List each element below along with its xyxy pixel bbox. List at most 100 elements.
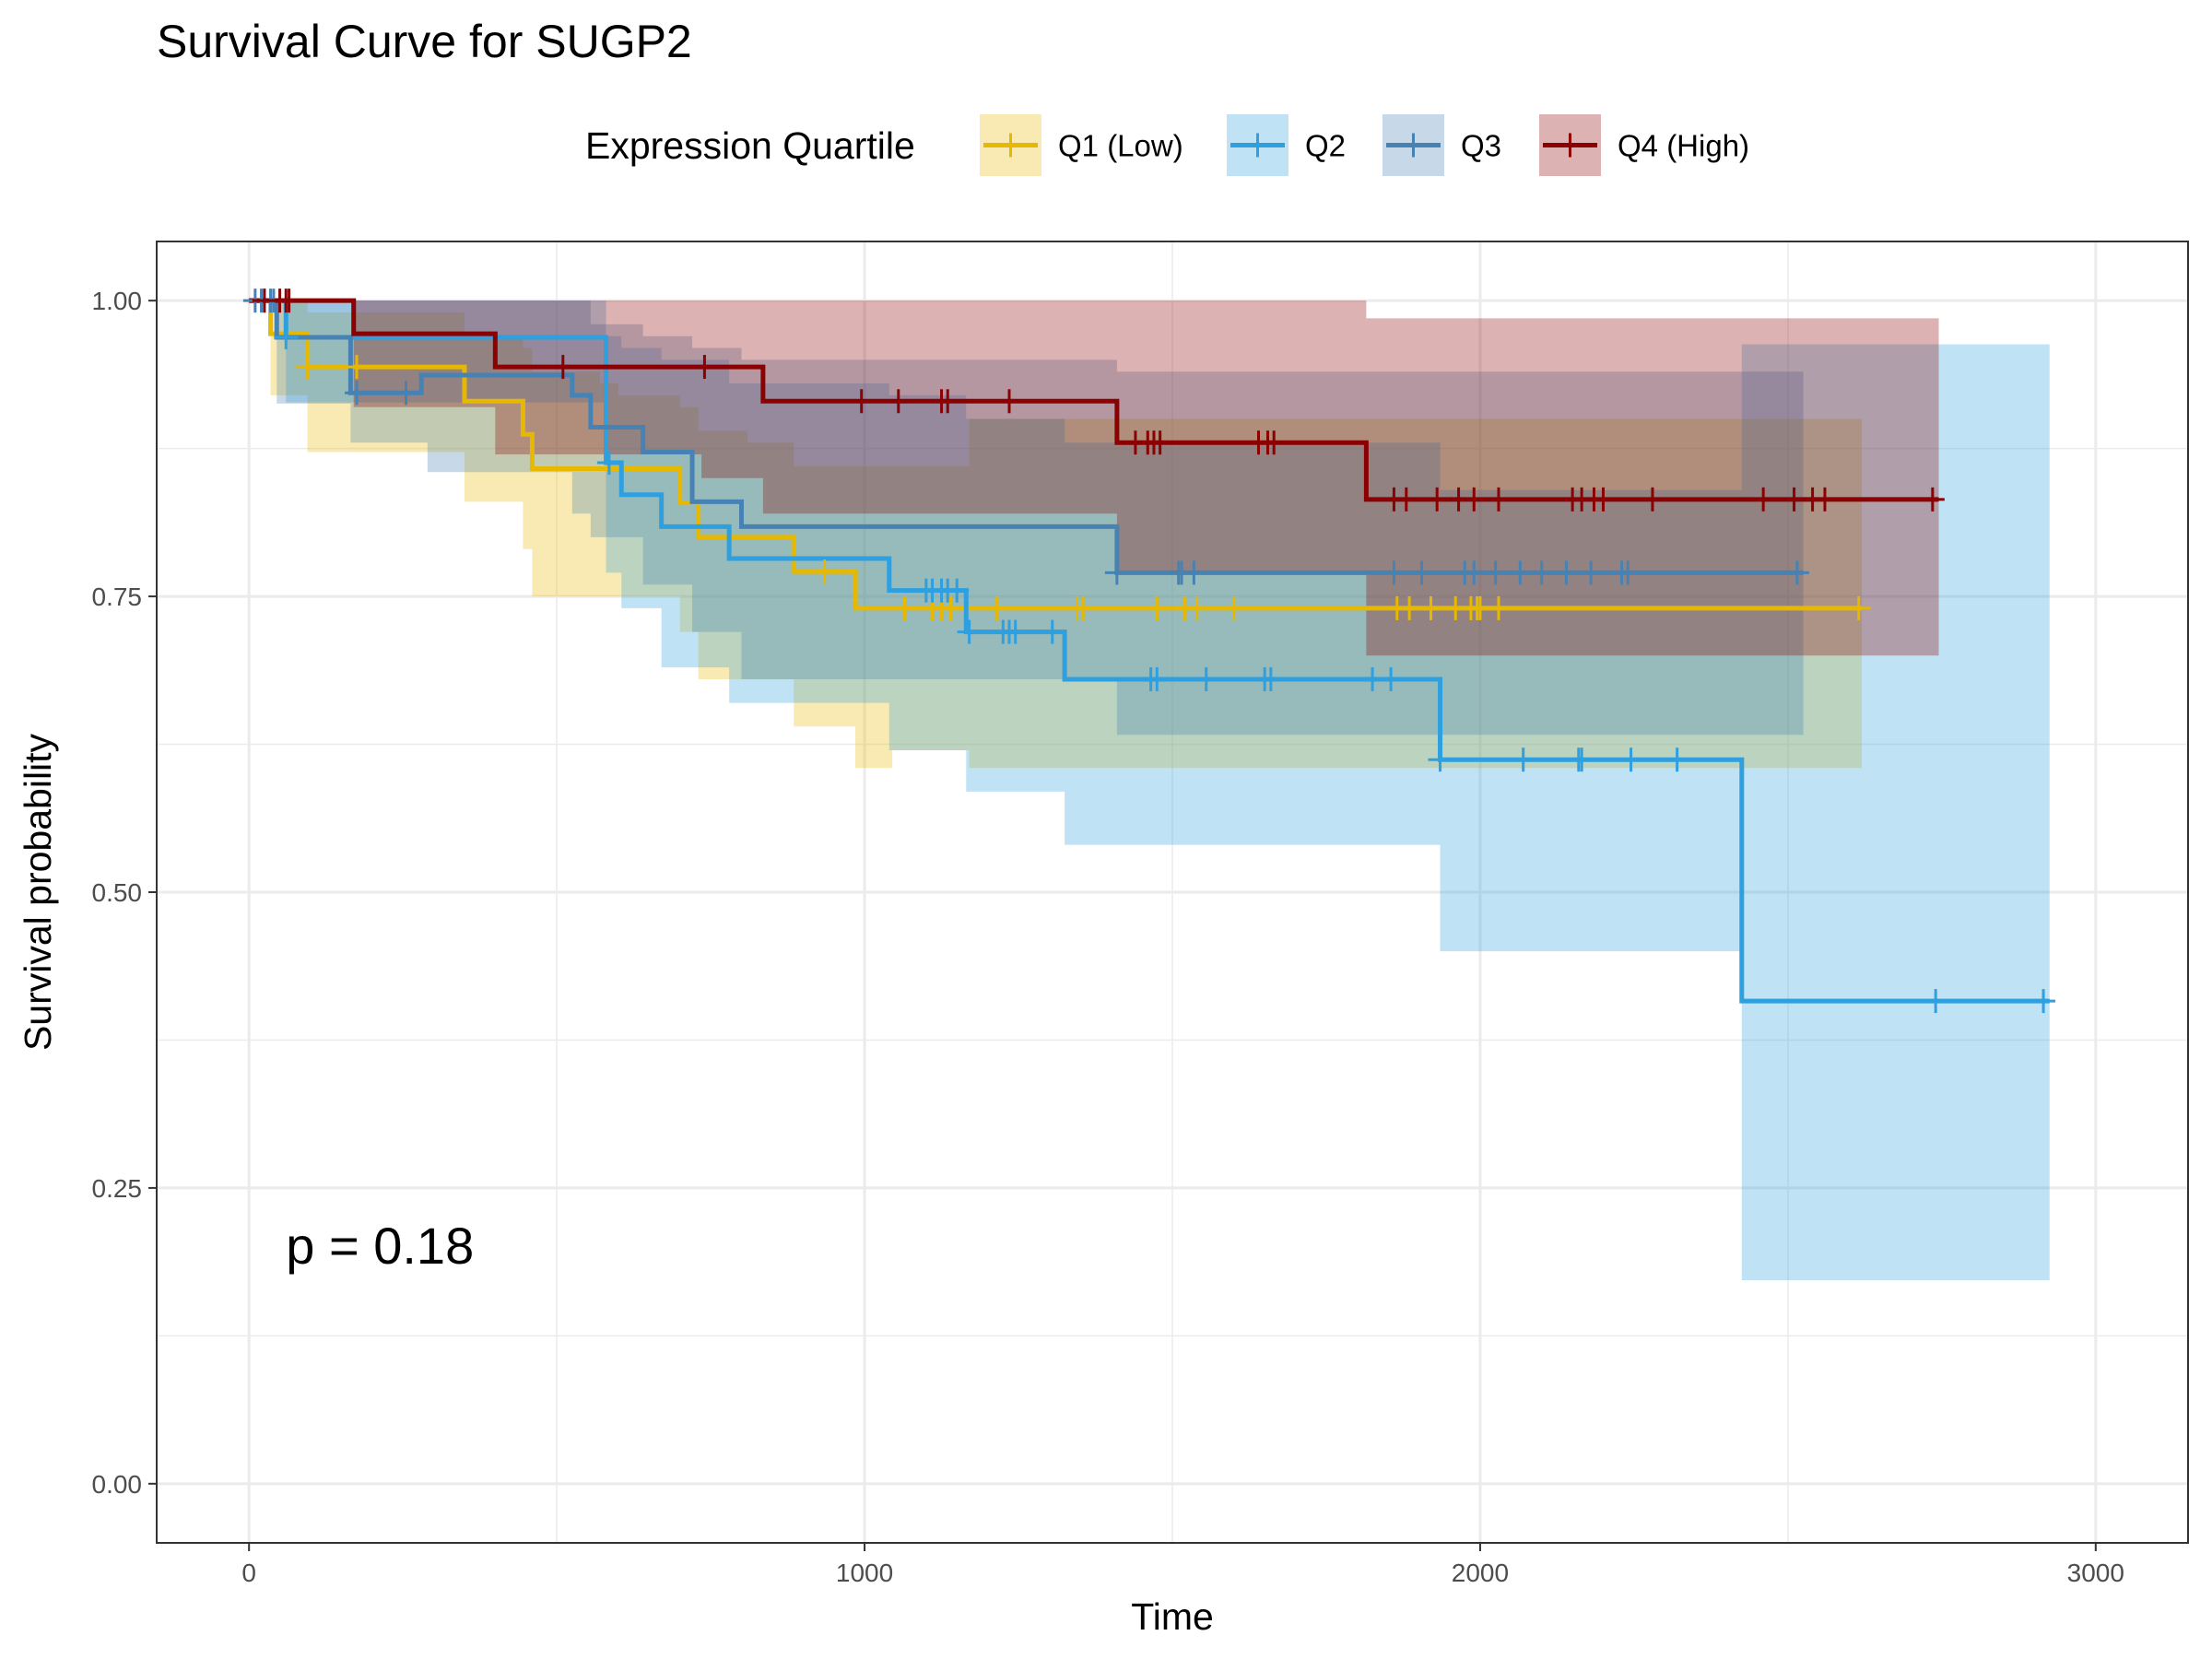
censor-mark-q1-low	[1184, 595, 1209, 620]
censor-mark-q2	[274, 324, 299, 349]
legend-label-q2: Q2	[1305, 129, 1346, 163]
censor-mark-q1-low	[1221, 595, 1246, 620]
x-tick-label: 3000	[2067, 1559, 2124, 1587]
censor-mark-q1-low	[1846, 595, 1871, 620]
censor-mark-q1-low	[1418, 595, 1443, 620]
censor-mark-q3	[1104, 560, 1129, 585]
legend-label-q3: Q3	[1461, 129, 1501, 163]
legend-item-q2: Q2	[1227, 114, 1346, 176]
y-tick-label: 0.50	[92, 878, 143, 907]
censor-mark-q2	[1040, 619, 1065, 644]
censor-mark-q4-high	[886, 389, 911, 414]
censor-mark-q2	[991, 619, 1016, 644]
censor-mark-q4-high	[1262, 430, 1287, 455]
x-tick-label: 0	[241, 1559, 256, 1587]
confidence-bands	[249, 300, 2050, 1281]
censor-mark-q4-high	[1425, 487, 1450, 512]
censor-mark-q4-high	[935, 389, 960, 414]
y-tick-label: 0.75	[92, 582, 143, 611]
legend-label-q4-high: Q4 (High)	[1618, 129, 1749, 163]
censor-mark-q2	[945, 578, 970, 603]
censor-mark-q2	[1511, 747, 1535, 772]
censor-mark-q1-low	[295, 355, 320, 380]
censor-mark-q4-high	[1751, 487, 1776, 512]
censor-mark-q1-low	[1397, 595, 1422, 620]
censor-mark-q2	[2031, 989, 2056, 1014]
ci-band-q2	[249, 300, 2050, 1281]
censor-mark-q4-high	[1486, 487, 1511, 512]
y-tick-label: 0.00	[92, 1470, 143, 1499]
censor-mark-q2	[1145, 666, 1170, 691]
censor-mark-q4-high	[276, 288, 301, 313]
p-value-annotation: p = 0.18	[286, 1217, 474, 1275]
censor-mark-q2	[1665, 747, 1689, 772]
censor-mark-q1-low	[812, 559, 837, 584]
censor-mark-q2	[1924, 989, 1948, 1014]
legend-item-q1-low: Q1 (Low)	[980, 114, 1183, 176]
y-tick-label: 1.00	[92, 287, 143, 315]
censor-mark-q3	[1409, 560, 1434, 585]
x-tick-label: 2000	[1452, 1559, 1509, 1587]
censor-mark-q4-high	[1147, 430, 1172, 455]
censor-mark-q3	[394, 381, 418, 406]
censor-mark-q4-high	[550, 355, 575, 380]
censor-mark-q3	[1508, 560, 1533, 585]
censor-mark-q2	[1194, 666, 1218, 691]
x-axis-title: Time	[1131, 1595, 1214, 1638]
ci-band-q3	[249, 300, 1804, 735]
censor-mark-q3	[1554, 560, 1579, 585]
curve-q4-high	[249, 298, 1939, 502]
censor-mark-q3	[1784, 560, 1809, 585]
legend-item-q4-high: Q4 (High)	[1539, 114, 1749, 176]
censor-mark-q2	[957, 619, 982, 644]
censor-mark-q2	[1379, 666, 1404, 691]
chart-title: Survival Curve for SUGP2	[157, 16, 692, 67]
censor-mark-q4-high	[1591, 487, 1616, 512]
legend: Expression Quartile Q1 (Low) Q2 Q3 Q4 (High…	[585, 114, 1749, 176]
censor-mark-q4-high	[1812, 487, 1837, 512]
censor-mark-q4-high	[849, 389, 874, 414]
censor-mark-q4-high	[997, 389, 1022, 414]
y-tick-label: 0.25	[92, 1174, 143, 1203]
censor-mark-q3	[1382, 560, 1406, 585]
censor-mark-q1-low	[984, 595, 1009, 620]
censor-mark-q1-low	[345, 355, 370, 380]
censor-mark-q4-high	[1394, 487, 1418, 512]
censor-mark-q2	[596, 451, 621, 476]
y-axis: 0.00 0.25 0.50 0.75 1.00	[92, 287, 157, 1499]
censor-mark-q2	[1258, 666, 1283, 691]
x-tick-label: 1000	[836, 1559, 893, 1587]
censor-mark-q2	[1570, 747, 1594, 772]
censor-mark-q4-high	[1640, 487, 1665, 512]
censor-mark-q3	[1616, 560, 1641, 585]
censor-mark-q1-low	[1145, 595, 1170, 620]
censor-mark-q1-low	[938, 595, 963, 620]
censor-mark-q3	[1579, 560, 1604, 585]
censor-mark-q4-high	[1920, 487, 1945, 512]
survival-curves	[249, 298, 2050, 1004]
legend-title: Expression Quartile	[585, 124, 915, 167]
legend-item-q3: Q3	[1382, 114, 1501, 176]
ci-band-q1-low	[249, 300, 1863, 769]
censor-mark-q2	[1618, 747, 1643, 772]
censor-marks	[242, 288, 2056, 1014]
censor-mark-q2	[1428, 747, 1453, 772]
censor-mark-q3	[1462, 560, 1487, 585]
censor-mark-q4-high	[692, 355, 717, 380]
censor-mark-q1-low	[1071, 595, 1096, 620]
legend-items: Q1 (Low) Q2 Q3 Q4 (High)	[980, 114, 1749, 176]
legend-label-q1-low: Q1 (Low)	[1058, 129, 1183, 163]
curve-q3	[249, 298, 1804, 575]
censor-mark-q3	[1182, 560, 1206, 585]
ci-band-q4-high	[249, 300, 1939, 656]
y-axis-title: Survival probability	[17, 733, 59, 1051]
censor-mark-q4-high	[1462, 487, 1487, 512]
censor-mark-q1-low	[1486, 595, 1511, 620]
censor-mark-q3	[1529, 560, 1554, 585]
grid	[157, 241, 2188, 1543]
censor-mark-q3	[345, 381, 370, 406]
curve-q2	[249, 298, 2050, 1004]
censor-mark-q1-low	[892, 595, 917, 620]
